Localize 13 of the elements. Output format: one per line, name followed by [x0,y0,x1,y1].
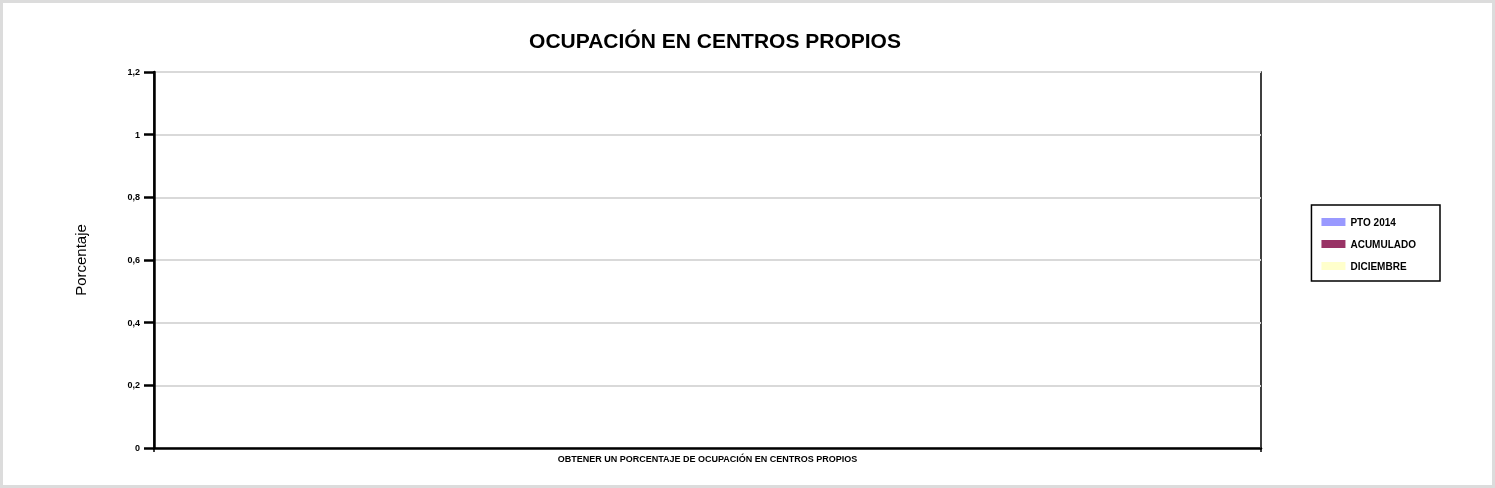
y-tick-label: 1,2 [127,67,140,77]
chart-title: OCUPACIÓN EN CENTROS PROPIOS [529,29,901,52]
y-tick-label: 0,4 [127,317,140,328]
x-tick-label: OBTENER UN PORCENTAJE DE OCUPACIÓN EN CENTROS PROPIOS [557,452,858,464]
y-tick-label: 0,2 [127,380,140,391]
legend-label: PTO 2014 [1350,216,1397,228]
legend-label: ACUMULADO [1350,238,1417,250]
y-tick-label: 1 [134,129,140,140]
y-tick-label: 0 [134,443,140,453]
y-axis-title: Porcentaje [72,224,89,296]
y-tick-label: 0,8 [127,192,140,203]
y-tick-label: 0,6 [127,255,140,265]
legend-label: DICIEMBRE [1350,260,1407,272]
